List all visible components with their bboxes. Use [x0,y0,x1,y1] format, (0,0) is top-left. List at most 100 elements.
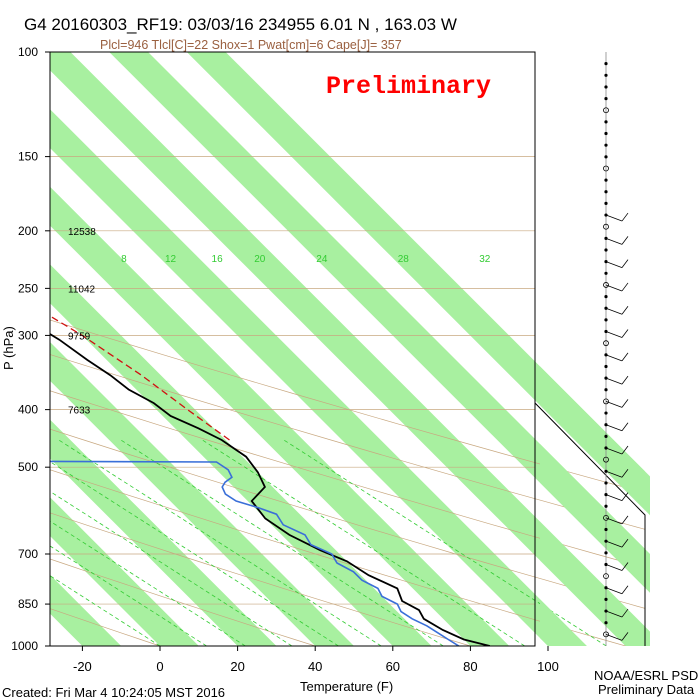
wind-barb [605,237,623,245]
y-tick-label: 400 [18,403,38,417]
mixing-ratio-label: 20 [254,254,266,265]
wind-barb [605,517,623,525]
height-label: 11042 [68,284,96,295]
x-tick-label: 100 [537,659,559,674]
mixing-ratio-line [50,520,246,646]
dry-adiabat [50,354,645,530]
wind-barb [605,307,623,315]
wind-barb-feather [621,585,629,595]
dry-adiabat [50,469,626,646]
dewpoint-line [50,460,460,646]
x-axis-label: Temperature (F) [300,679,393,694]
wind-barb [605,377,623,385]
wind-barb-dot [603,456,609,463]
wind-barb-dot [604,190,608,194]
wind-barb [605,564,623,571]
wind-barb-dot [604,551,608,555]
wind-barb-dot [604,434,608,438]
wind-barb-dot [604,143,608,147]
chart-title: G4 20160303_RF19: 03/03/16 234955 6.01 N… [24,15,457,34]
mixing-ratio-label: 32 [479,254,491,265]
x-tick-label: 20 [230,659,244,674]
wind-barb [605,401,623,408]
wind-barb-feather [621,212,629,222]
wind-barb [605,633,623,641]
plot-frame [49,51,536,647]
wind-barb-dot [603,514,609,521]
wind-barb-dot [604,85,608,89]
wind-barb-dot [604,364,608,369]
mixing-ratio-label: 28 [398,254,410,265]
parcel-line [50,315,230,441]
mixing-ratio-line [58,439,382,646]
wind-barb-dot [604,96,608,101]
wind-barbs [603,62,629,641]
dry-adiabat [50,512,471,646]
mixing-ratio-label: 12 [165,254,177,265]
mixing-ratio-label: 16 [212,254,224,265]
temperature-band [50,109,587,646]
wind-barb-dot [604,248,608,252]
wind-barb-feather [621,538,629,548]
mixing-ratio-label: 8 [121,254,127,265]
mixing-ratio-line [50,490,293,646]
wind-barb-dot [603,165,609,172]
wind-barb-dot [604,411,608,415]
wind-barb [605,587,623,595]
mixing-ratio-line [50,461,339,646]
y-tick-label: 1000 [11,639,38,653]
wind-barb-feather [621,562,629,571]
wind-barb-dot [604,294,608,299]
temperature-band [50,186,510,646]
wind-barb-dot [604,481,608,485]
wind-barb-dot [603,340,609,347]
wind-barb-dot [604,271,608,275]
wind-barb [605,610,623,618]
wind-barb-feather [621,329,629,338]
sounding-series [50,315,491,646]
wind-barb-feather [621,445,629,455]
temperature-band [50,574,122,646]
wind-barb [605,284,623,292]
y-tick-label: 300 [18,328,38,342]
wind-barb [605,261,623,269]
wind-barb [605,424,623,432]
wind-band [540,599,587,646]
wind-barb-feather [621,492,629,501]
wind-barb-feather [621,422,629,431]
mixing-ratio-line [120,439,444,646]
wind-barb-dot [603,223,609,230]
wind-barb-dot [603,631,609,638]
wind-barb-feather [621,282,629,292]
y-axis-label: P (hPa) [1,326,16,370]
temperature-band [50,419,277,646]
x-tick-label: 0 [156,659,163,674]
y-tick-label: 500 [18,460,38,474]
wind-barb-dot [604,318,608,322]
wind-barb-dot [604,504,608,508]
dewpoint-series [50,460,460,646]
wind-barb [605,331,623,338]
temperature-band [109,52,645,588]
wind-barb-feather [621,352,629,362]
x-tick-label: -20 [73,659,92,674]
wind-barb [605,494,623,501]
mixing-ratio-line [50,575,161,646]
wind-barb-dot [604,597,608,602]
wind-barb-dot [604,621,608,625]
preliminary-watermark: Preliminary [326,72,491,101]
wind-barb-feather [621,236,629,245]
dry-adiabat [50,390,645,569]
temperature-band [50,264,432,646]
y-tick-label: 150 [18,150,38,164]
wind-barb-feather [621,515,629,525]
temperature-band [50,497,199,646]
x-tick-label: 40 [308,659,322,674]
mixing-ratio-labels: 8 12 16 20 24 28 32 [121,254,491,265]
wind-barb-feather [621,632,629,641]
wind-barb-dot [604,131,608,136]
